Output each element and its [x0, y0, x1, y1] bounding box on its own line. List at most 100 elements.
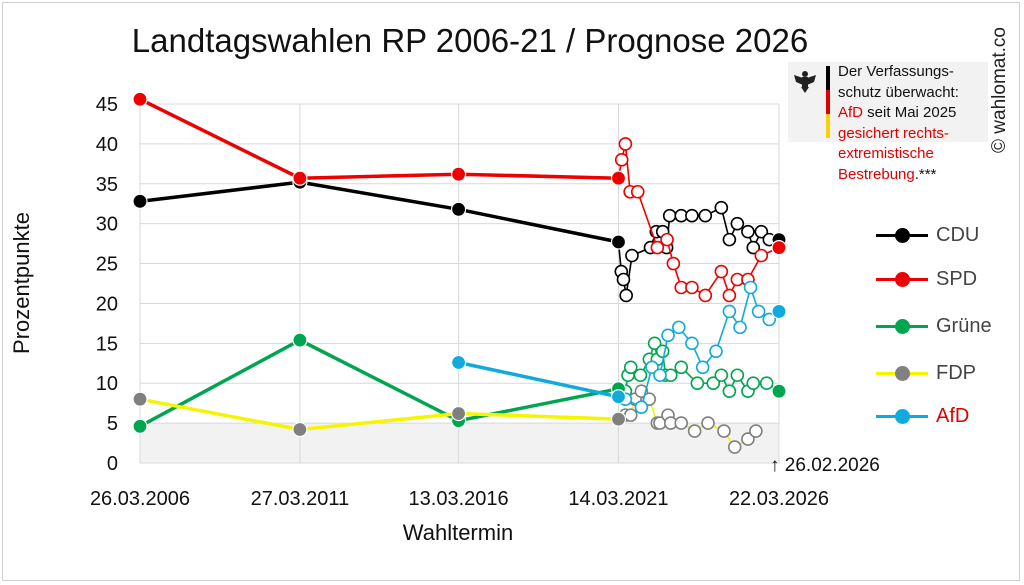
spd-poll-point-5	[660, 232, 674, 247]
cdu-poll-point-13	[722, 232, 737, 247]
forecast-date-note: ↑ 26.02.2026	[770, 455, 880, 476]
spd-poll-point-8	[685, 280, 699, 295]
cdu-poll-point-15	[741, 224, 755, 239]
shaded-band	[140, 423, 779, 463]
note-line-4: gesichert rechts-	[838, 124, 949, 142]
cdu-poll-point-10	[685, 208, 699, 223]
note-box	[788, 62, 988, 142]
spd-poll-point-9	[698, 288, 713, 303]
spd-poll-point-14	[754, 248, 769, 263]
afd-poll-point-3	[653, 368, 667, 383]
afd-forecast-point	[771, 303, 787, 320]
afd-poll-point-1	[634, 400, 649, 414]
gruene-poll-point-18	[759, 376, 774, 391]
note-line-5: extremistische	[838, 145, 934, 162]
spd-election-point-0	[132, 91, 148, 107]
legend-label-spd: SPD	[936, 268, 978, 290]
afd-poll-line	[618, 284, 780, 409]
spd-poll-point-4	[650, 240, 665, 255]
flag-red	[826, 90, 830, 114]
spd-election-point-3	[610, 170, 627, 186]
afd-poll-point-9	[722, 304, 737, 319]
fdp-poll-point-12	[717, 424, 731, 438]
note-line-1: Der Verfassungs-	[838, 63, 954, 80]
legend-label-cdu: CDU	[936, 224, 980, 246]
cdu-poll-point-1	[616, 272, 631, 287]
cdu-poll-point-3	[625, 248, 639, 263]
legend-marker-gruene	[895, 319, 910, 334]
x-tick-label-2: 13.03.2016	[409, 488, 509, 510]
y-tick-label-10: 10	[96, 373, 118, 395]
fdp-election-point-3	[610, 411, 627, 427]
legend-marker-cdu	[895, 228, 910, 243]
note-line-6: Bestrebung.***	[838, 165, 959, 186]
flag-gold	[826, 114, 830, 138]
spd-forecast-point	[771, 240, 787, 256]
fdp-poll-point-13	[727, 440, 742, 454]
gruene-poll-point-17	[746, 376, 761, 391]
afd-poll-point-7	[695, 360, 710, 375]
y-tick-label-35: 35	[96, 174, 118, 196]
cdu-poll-point-11	[698, 208, 713, 223]
spd-poll-point-3	[630, 184, 645, 199]
note-bestrebung: Bestrebung	[838, 165, 915, 183]
legend-marker-spd	[895, 272, 910, 287]
fdp-poll-point-1	[623, 408, 638, 422]
gruene-poll-point-14	[722, 384, 737, 399]
afd-poll-point-8	[709, 344, 723, 359]
afd-poll-point-4	[661, 328, 675, 343]
spd-election-line	[139, 97, 619, 180]
cdu-election-point-0	[132, 193, 148, 209]
fdp-poll-point-15	[749, 424, 763, 438]
cdu-poll-point-16	[746, 240, 761, 255]
spd-poll-point-11	[722, 288, 737, 303]
y-tick-label-25: 25	[96, 254, 118, 276]
x-tick-label-3: 14.03.2021	[568, 488, 668, 510]
german-flag-stripe	[826, 66, 830, 138]
fdp-election-point-2	[450, 405, 467, 422]
watermark: © wahlomat.co	[989, 27, 1010, 153]
x-tick-label-1: 27.03.2011	[251, 488, 350, 510]
flag-black	[826, 66, 830, 90]
federal-eagle-icon	[794, 71, 816, 93]
gruene-election-line	[139, 338, 619, 428]
note-text: Der Verfassungs- schutz überwacht: AfD s…	[838, 62, 959, 185]
afd-poll-point-11	[743, 280, 758, 295]
afd-election-point-0	[450, 354, 467, 371]
legend-item-cdu: CDU	[876, 220, 1016, 250]
afd-election-line	[458, 360, 619, 399]
legend-label-fdp: FDP	[936, 362, 976, 384]
afd-poll-point-10	[733, 320, 747, 335]
note-afd: AfD	[838, 104, 864, 121]
y-tick-label-20: 20	[96, 293, 118, 315]
y-tick-label-0: 0	[107, 453, 118, 475]
gruene-forecast-point	[771, 383, 787, 399]
note-line-2: schutz überwacht:	[838, 83, 959, 101]
cdu-poll-point-17	[754, 224, 769, 239]
fdp-poll-point-9	[674, 416, 689, 430]
y-tick-label-5: 5	[107, 413, 118, 435]
spd-election-point-2	[450, 166, 467, 182]
afd-poll-point-2	[645, 360, 659, 375]
spd-poll-point-10	[714, 264, 729, 279]
cdu-election-point-3	[610, 234, 627, 250]
gruene-poll-point-12	[706, 376, 721, 391]
chart-title: Landtagswahlen RP 2006-21 / Prognose 202…	[131, 22, 809, 59]
cdu-election-line	[139, 180, 619, 244]
x-tick-label-0: 26.03.2006	[90, 488, 190, 510]
legend-item-fdp: FDP	[876, 358, 1016, 388]
gruene-election-point-0	[132, 418, 148, 434]
legend-marker-fdp	[895, 366, 910, 381]
legend-label-gruene: Grüne	[936, 315, 992, 337]
cdu-poll-point-8	[662, 208, 677, 223]
fdp-poll-point-10	[687, 424, 702, 438]
gruene-poll-point-7	[655, 344, 670, 359]
y-axis-label: Prozentpunkte	[9, 212, 34, 354]
gruene-poll-point-13	[714, 368, 729, 383]
spd-poll-point-1	[618, 137, 633, 151]
spd-election-point-1	[292, 170, 308, 186]
afd-poll-point-12	[751, 304, 766, 319]
cdu-poll-point-12	[714, 200, 729, 215]
